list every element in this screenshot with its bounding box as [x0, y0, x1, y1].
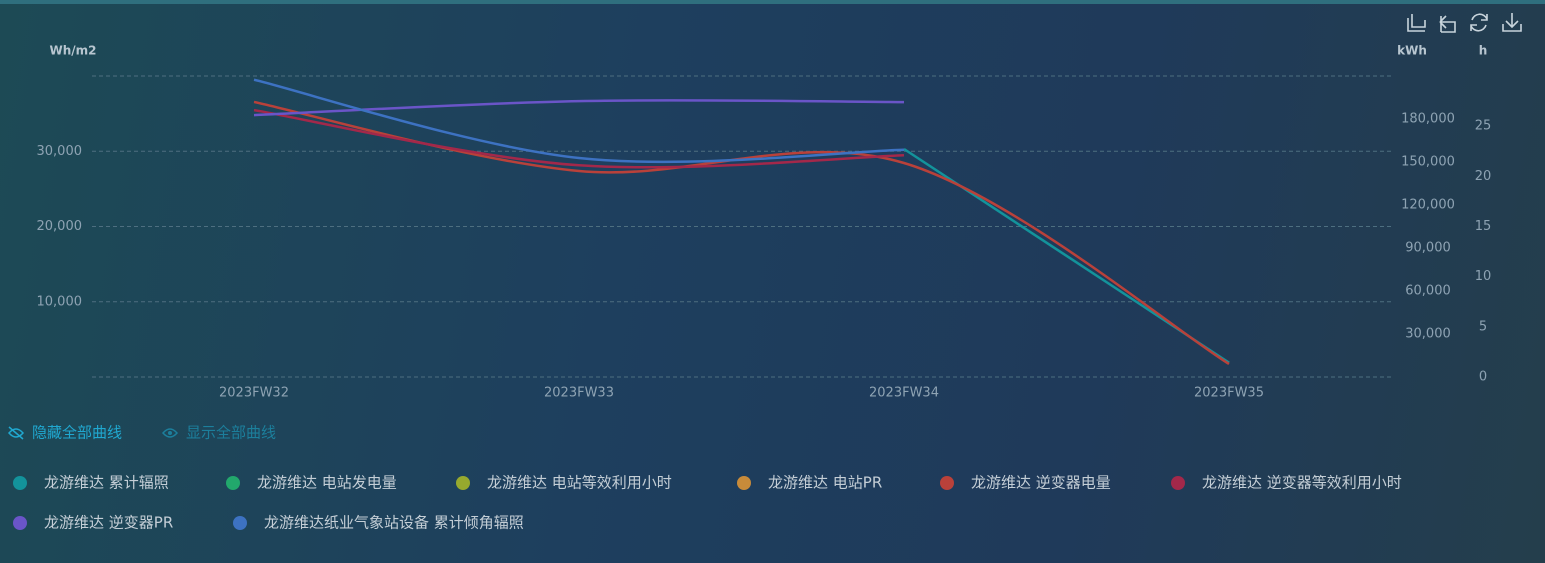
y3-tick-label: 0: [1479, 370, 1487, 385]
legend-label[interactable]: 龙游维达 电站PR: [768, 474, 882, 492]
legend-dot: [940, 476, 954, 490]
legend-dot: [456, 476, 470, 490]
series-line: [253, 99, 905, 117]
legend-item[interactable]: 龙游维达 逆变器等效利用小时: [1171, 474, 1402, 492]
x-tick-label: 2023FW34: [869, 386, 939, 401]
legend-label[interactable]: 龙游维达 逆变器PR: [44, 514, 173, 532]
y3-axis-label: h: [1479, 44, 1488, 58]
legend-label[interactable]: 龙游维达 逆变器等效利用小时: [1202, 474, 1402, 492]
legend-dot: [233, 516, 247, 530]
legend-label[interactable]: 龙游维达纸业气象站设备 累计倾角辐照: [264, 514, 524, 532]
y3-tick-label: 10: [1475, 269, 1492, 284]
y3-tick-label: 25: [1475, 119, 1492, 134]
x-tick-label: 2023FW32: [219, 386, 289, 401]
back-icon[interactable]: [1439, 15, 1456, 33]
hide-all-button[interactable]: 隐藏全部曲线: [8, 424, 122, 442]
y2-tick-label: 60,000: [1405, 284, 1451, 299]
legend-dot: [226, 476, 240, 490]
legend-dot: [737, 476, 751, 490]
y3-tick-label: 5: [1479, 319, 1487, 334]
y2-axis-label: kWh: [1397, 44, 1427, 58]
toolbar: [1407, 13, 1522, 33]
y-tick-label: 10,000: [37, 294, 83, 309]
legend-label[interactable]: 龙游维达 电站等效利用小时: [487, 474, 672, 492]
legend-label[interactable]: 龙游维达 累计辐照: [44, 474, 169, 492]
legend-item[interactable]: 龙游维达 电站等效利用小时: [456, 474, 672, 492]
legend-label[interactable]: 龙游维达 电站发电量: [257, 474, 397, 492]
y3-tick-label: 20: [1475, 169, 1492, 184]
legend-item[interactable]: 龙游维达 电站PR: [737, 474, 882, 492]
legend-item[interactable]: 龙游维达 累计辐照: [13, 474, 169, 492]
y2-tick-label: 30,000: [1405, 327, 1451, 342]
legend-dot: [13, 476, 27, 490]
series-line: [253, 108, 905, 169]
y2-tick-label: 150,000: [1401, 155, 1455, 170]
show-all-label[interactable]: 显示全部曲线: [186, 424, 276, 442]
legend-item[interactable]: 龙游维达 电站发电量: [226, 474, 397, 492]
y-axis-label: Wh/m2: [49, 44, 96, 58]
legend-item[interactable]: 龙游维达纸业气象站设备 累计倾角辐照: [233, 514, 524, 532]
hide-all-label[interactable]: 隐藏全部曲线: [32, 424, 122, 442]
y2-tick-label: 120,000: [1401, 198, 1455, 213]
series-line: [253, 100, 1230, 366]
zoom-icon[interactable]: [1407, 14, 1426, 32]
legend-dot: [1171, 476, 1185, 490]
series-line: [253, 78, 905, 164]
refresh-icon[interactable]: [1470, 13, 1488, 32]
legend-item[interactable]: 龙游维达 逆变器PR: [13, 514, 173, 532]
x-tick-label: 2023FW35: [1194, 386, 1264, 401]
legend-item[interactable]: 龙游维达 逆变器电量: [940, 474, 1111, 492]
top-strip: [0, 0, 1545, 4]
y2-tick-label: 180,000: [1401, 112, 1455, 127]
legend-label[interactable]: 龙游维达 逆变器电量: [971, 474, 1111, 492]
download-icon[interactable]: [1502, 13, 1522, 32]
y3-tick-label: 15: [1475, 219, 1492, 234]
legend: 龙游维达 累计辐照 龙游维达 电站发电量 龙游维达 电站等效利用小时 龙游维达 电站P…: [13, 474, 1402, 532]
y2-tick-label: 90,000: [1405, 241, 1451, 256]
y-tick-label: 30,000: [37, 144, 83, 159]
legend-dot: [13, 516, 27, 530]
x-tick-label: 2023FW33: [544, 386, 614, 401]
y-tick-label: 20,000: [37, 219, 83, 234]
show-all-button[interactable]: 显示全部曲线: [162, 424, 276, 442]
